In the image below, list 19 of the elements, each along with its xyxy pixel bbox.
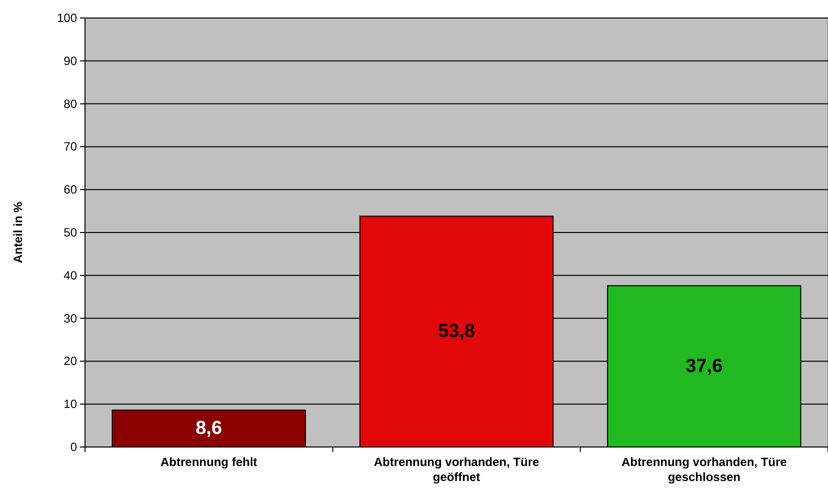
y-tick-label: 80 (64, 96, 78, 111)
data-label: 8,6 (196, 418, 222, 440)
bar (112, 410, 306, 448)
y-tick-label: 90 (64, 54, 78, 68)
x-tick-label: Abtrennung fehlt (160, 455, 258, 469)
y-tick-label: 30 (64, 311, 78, 326)
data-label: 37,6 (686, 356, 723, 377)
y-tick-label: 0 (70, 440, 78, 454)
y-tick-label: 20 (64, 354, 78, 368)
x-tick-label: Abtrennung vorhanden, Türe geschlossen (621, 455, 788, 484)
y-tick-label: 50 (64, 226, 78, 240)
y-tick-label: 40 (64, 268, 78, 282)
y-tick-label: 70 (64, 140, 78, 154)
y-tick-label: 100 (56, 11, 78, 25)
y-tick-label: 10 (64, 397, 78, 412)
y-tick-label: 60 (64, 182, 78, 197)
data-label: 53,8 (438, 321, 475, 342)
x-tick-label: Abtrennung vorhanden, Türe geöffnet (374, 455, 540, 484)
y-axis-title: Anteil in % (11, 202, 25, 264)
